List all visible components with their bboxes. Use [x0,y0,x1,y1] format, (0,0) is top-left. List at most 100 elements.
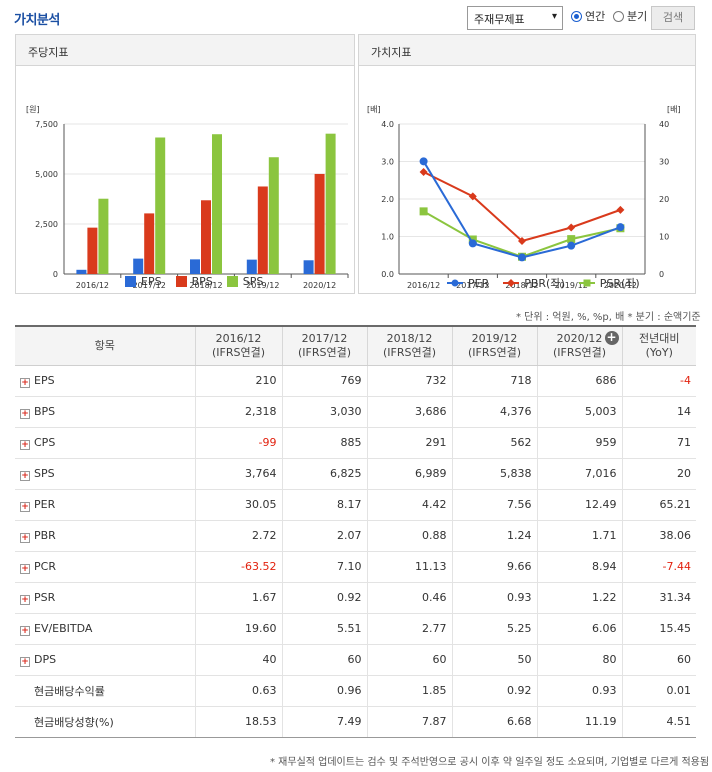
bar-sps [268,157,279,274]
y-tick-label: 7,500 [35,120,58,129]
table-cell: 1.24 [451,520,537,552]
table-cell: 562 [451,427,537,459]
table-cell: 0.96 [281,675,367,707]
y-tick-label-left: 1.0 [381,233,394,242]
x-tick-label: 2020/12 [604,281,637,290]
row-label-text: EV/EBITDA [34,621,93,635]
expand-icon[interactable]: + [20,408,30,419]
point-pbr [518,237,526,245]
row-label[interactable]: + EV/EBITDA [15,613,195,645]
add-column-icon[interactable]: + [604,330,619,345]
row-label-text: 현금배당수익률 [34,684,105,698]
row-label[interactable]: + PBR [15,520,195,552]
radio-quarter[interactable]: 분기 [613,8,647,24]
y-axis-label-right: [배] [667,105,681,114]
table-cell: 1.22 [536,582,622,614]
point-per [567,241,576,250]
expand-icon[interactable]: + [20,532,30,543]
table-row: + PER 30.05 8.17 4.42 7.56 12.49 65.21 [15,489,696,521]
legend-eps: EPS [125,275,162,288]
table-cell: 0.93 [451,582,537,614]
table-cell: 6.68 [451,706,537,738]
line-psr [423,210,621,258]
value-table: 항목 2016/12 (IFRS연결) 2017/12 (IFRS연결) 2018/… [15,325,696,738]
table-row: + DPS 40 60 60 50 80 60 [15,644,696,676]
per-share-bar-chart: [원] 7,500 5,000 2,500 0 2016/12 2017/12 2018/12… [26,105,349,290]
expand-icon[interactable]: + [20,594,30,605]
expand-icon[interactable]: + [20,501,30,512]
expand-icon[interactable]: + [20,377,30,388]
table-cell: 2,318 [194,396,282,428]
table-cell: 3,764 [194,458,282,490]
row-label[interactable]: + EPS [15,365,195,397]
header-2017: 2017/12 (IFRS연결) [281,325,367,366]
point-psr [567,235,576,244]
table-cell: 11.13 [366,551,452,583]
row-label[interactable]: + DPS [15,644,195,676]
table-cell: 9.66 [451,551,537,583]
table-cell: 71 [621,427,696,459]
row-label[interactable]: + CPS [15,427,195,459]
statement-select[interactable]: 주재무제표 ▾ [467,6,563,30]
row-label[interactable]: + SPS [15,458,195,490]
table-cell: 6.06 [536,613,622,645]
row-label[interactable]: + PER [15,489,195,521]
per-share-panel-title: 주당지표 [16,35,354,66]
table-cell: 5,838 [451,458,537,490]
bar-eps [303,260,314,274]
header-2016: 2016/12 (IFRS연결) [194,325,282,366]
expand-icon[interactable]: + [20,563,30,574]
bar-eps [246,259,257,274]
row-label-text: SPS [34,466,55,480]
radio-annual[interactable]: 연간 [571,8,605,24]
row-label-text: PCR [34,559,56,573]
row-label[interactable]: + BPS [15,396,195,428]
table-cell: 2.77 [366,613,452,645]
table-row: 현금배당성향(%) 18.53 7.49 7.87 6.68 11.19 4.51 [15,706,696,738]
table-cell: 291 [366,427,452,459]
table-row: + EV/EBITDA 19.60 5.51 2.77 5.25 6.06 15.45 [15,613,696,645]
row-label[interactable]: + PCR [15,551,195,583]
radio-quarter-dot[interactable] [613,10,624,22]
value-panel: 가치지표 [배] [배] 4.0 40 3.0 30 2.0 20 1.0 10 0.0 0 2016/… [358,34,696,294]
expand-icon[interactable]: + [20,470,30,481]
radio-annual-dot[interactable] [571,10,582,22]
spacer [20,686,30,696]
expand-icon[interactable]: + [20,656,30,667]
table-cell: 4.51 [621,706,696,738]
per-share-panel: 주당지표 [원] 7,500 5,000 2,500 0 2016/12 2017/12 20… [15,34,355,294]
table-cell: 3,030 [281,396,367,428]
expand-icon[interactable]: + [20,625,30,636]
unit-note: * 단위 : 억원, %, %p, 배 * 분기 : 순액기준 [516,312,701,323]
header-2019: 2019/12 (IFRS연결) [451,325,537,366]
table-cell: 732 [366,365,452,397]
x-tick-label: 2018/12 [505,281,538,290]
row-label-text: DPS [34,652,57,666]
search-button[interactable]: 검색 [651,6,695,30]
expand-icon[interactable]: + [20,439,30,450]
table-cell: 7.10 [281,551,367,583]
table-cell: 1.85 [366,675,452,707]
x-tick-label: 2019/12 [555,281,588,290]
table-cell: 7.87 [366,706,452,738]
table-cell: 65.21 [621,489,696,521]
header-bar: 가치분석 주재무제표 ▾ 연간 분기 검색 [0,0,712,34]
row-label[interactable]: + PSR [15,582,195,614]
y-tick-label-right: 10 [659,233,669,242]
y-tick-label: 5,000 [35,170,58,179]
table-cell: 1.67 [194,582,282,614]
bar-eps [133,258,144,274]
legend-pbr: PBR(좌) [503,275,565,291]
table-row: + PCR -63.52 7.10 11.13 9.66 8.94 -7.44 [15,551,696,583]
table-cell: -63.52 [194,551,282,583]
y-tick-label-right: 20 [659,195,669,204]
table-cell: -99 [194,427,282,459]
y-tick-label-left: 4.0 [381,120,394,129]
x-tick-label: 2017/12 [133,281,166,290]
table-cell: 6,989 [366,458,452,490]
table-header-row: 항목 2016/12 (IFRS연결) 2017/12 (IFRS연결) 2018/… [15,325,696,366]
table-cell: 2.07 [281,520,367,552]
x-tick-label: 2019/12 [246,281,279,290]
bar-sps [98,198,109,274]
row-label-text: BPS [34,404,56,418]
